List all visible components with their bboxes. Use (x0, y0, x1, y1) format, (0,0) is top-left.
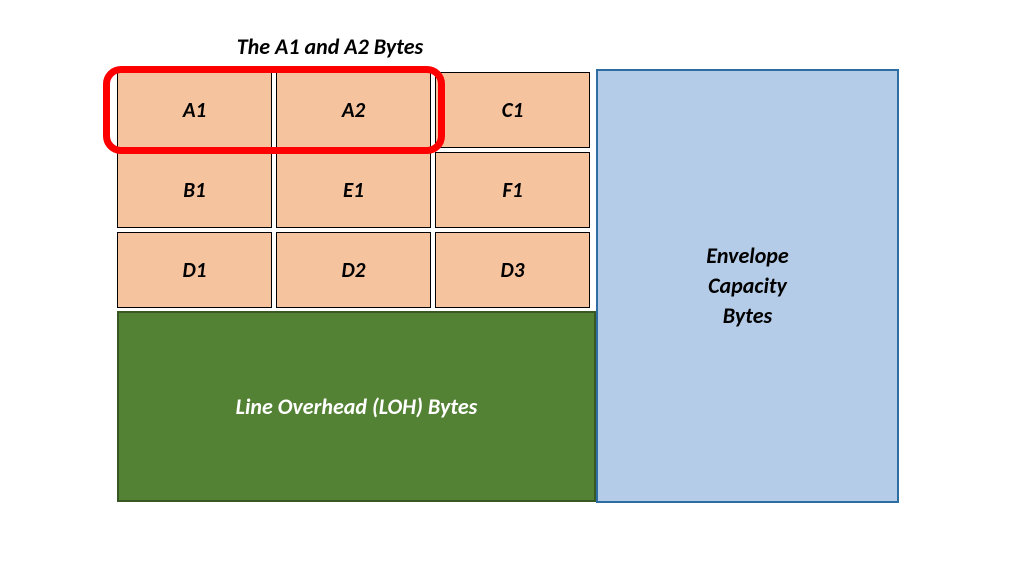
highlight-a1-a2 (103, 66, 445, 154)
byte-cell: D1 (117, 232, 272, 308)
byte-cell: F1 (435, 152, 590, 228)
byte-cell: D3 (435, 232, 590, 308)
byte-cell: B1 (117, 152, 272, 228)
byte-cell: E1 (276, 152, 431, 228)
diagram-title: The A1 and A2 Bytes (200, 33, 460, 61)
byte-cell: D2 (276, 232, 431, 308)
byte-cell: C1 (435, 72, 590, 148)
envelope-box: Envelope Capacity Bytes (596, 69, 899, 503)
loh-box: Line Overhead (LOH) Bytes (117, 311, 596, 502)
